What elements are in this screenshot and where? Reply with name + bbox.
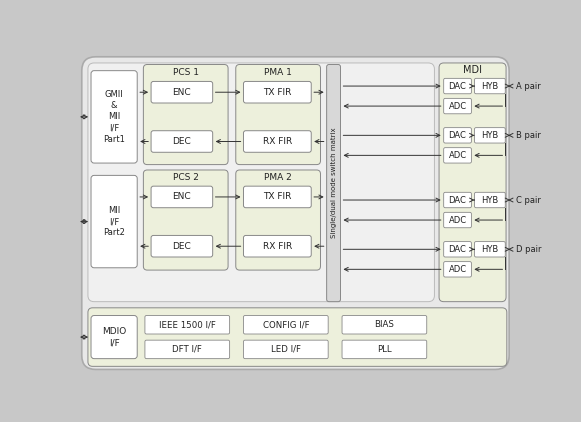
FancyBboxPatch shape [88, 63, 435, 302]
FancyBboxPatch shape [243, 131, 311, 152]
Text: ADC: ADC [449, 216, 467, 225]
FancyBboxPatch shape [444, 262, 471, 277]
Text: DFT I/F: DFT I/F [173, 345, 202, 354]
FancyBboxPatch shape [475, 127, 505, 143]
FancyBboxPatch shape [236, 65, 321, 165]
FancyBboxPatch shape [145, 340, 229, 359]
Text: RX FIR: RX FIR [263, 242, 292, 251]
Text: C pair: C pair [516, 195, 541, 205]
Text: PMA 1: PMA 1 [264, 68, 292, 77]
FancyBboxPatch shape [91, 70, 137, 163]
FancyBboxPatch shape [144, 65, 228, 165]
FancyBboxPatch shape [151, 131, 213, 152]
Text: Single/dual mode switch matrix: Single/dual mode switch matrix [331, 128, 336, 238]
FancyBboxPatch shape [475, 78, 505, 94]
Text: DEC: DEC [173, 137, 191, 146]
FancyBboxPatch shape [151, 235, 213, 257]
FancyBboxPatch shape [236, 170, 321, 270]
FancyBboxPatch shape [151, 81, 213, 103]
FancyBboxPatch shape [444, 192, 471, 208]
FancyBboxPatch shape [444, 98, 471, 114]
Text: DAC: DAC [449, 81, 467, 91]
Text: PCS 2: PCS 2 [173, 173, 199, 182]
Text: D pair: D pair [516, 245, 541, 254]
FancyBboxPatch shape [243, 235, 311, 257]
Text: CONFIG I/F: CONFIG I/F [263, 320, 309, 329]
Text: TX FIR: TX FIR [263, 88, 292, 97]
FancyBboxPatch shape [444, 78, 471, 94]
FancyBboxPatch shape [444, 127, 471, 143]
Text: A pair: A pair [516, 81, 541, 91]
FancyBboxPatch shape [243, 186, 311, 208]
FancyBboxPatch shape [243, 81, 311, 103]
Text: ADC: ADC [449, 102, 467, 111]
FancyBboxPatch shape [151, 186, 213, 208]
Text: ADC: ADC [449, 265, 467, 274]
FancyBboxPatch shape [243, 316, 328, 334]
Text: PMA 2: PMA 2 [264, 173, 292, 182]
Text: DAC: DAC [449, 131, 467, 140]
Text: PLL: PLL [377, 345, 392, 354]
FancyBboxPatch shape [475, 242, 505, 257]
FancyBboxPatch shape [145, 316, 229, 334]
Text: B pair: B pair [516, 131, 541, 140]
Text: LED I/F: LED I/F [271, 345, 301, 354]
Text: HYB: HYB [481, 131, 498, 140]
FancyBboxPatch shape [444, 212, 471, 228]
Text: MDI: MDI [462, 65, 482, 75]
Text: DAC: DAC [449, 195, 467, 205]
Text: ADC: ADC [449, 151, 467, 160]
FancyBboxPatch shape [444, 148, 471, 163]
FancyBboxPatch shape [475, 192, 505, 208]
Text: TX FIR: TX FIR [263, 192, 292, 201]
Text: GMII
&
MII
I/F
Part1: GMII & MII I/F Part1 [103, 90, 125, 143]
Text: PCS 1: PCS 1 [173, 68, 199, 77]
Text: HYB: HYB [481, 81, 498, 91]
FancyBboxPatch shape [444, 242, 471, 257]
Text: ENC: ENC [173, 192, 191, 201]
Text: HYB: HYB [481, 195, 498, 205]
FancyBboxPatch shape [439, 63, 506, 302]
Text: BIAS: BIAS [374, 320, 394, 329]
FancyBboxPatch shape [243, 340, 328, 359]
Text: RX FIR: RX FIR [263, 137, 292, 146]
Text: MII
I/F
Part2: MII I/F Part2 [103, 206, 125, 237]
Text: ENC: ENC [173, 88, 191, 97]
FancyBboxPatch shape [82, 57, 509, 369]
FancyBboxPatch shape [88, 308, 507, 366]
Text: DEC: DEC [173, 242, 191, 251]
Text: HYB: HYB [481, 245, 498, 254]
Text: MDIO
I/F: MDIO I/F [102, 327, 126, 347]
FancyBboxPatch shape [91, 176, 137, 268]
Text: DAC: DAC [449, 245, 467, 254]
FancyBboxPatch shape [144, 170, 228, 270]
Text: IEEE 1500 I/F: IEEE 1500 I/F [159, 320, 216, 329]
FancyBboxPatch shape [342, 316, 426, 334]
FancyBboxPatch shape [327, 65, 340, 302]
FancyBboxPatch shape [342, 340, 426, 359]
FancyBboxPatch shape [91, 316, 137, 359]
